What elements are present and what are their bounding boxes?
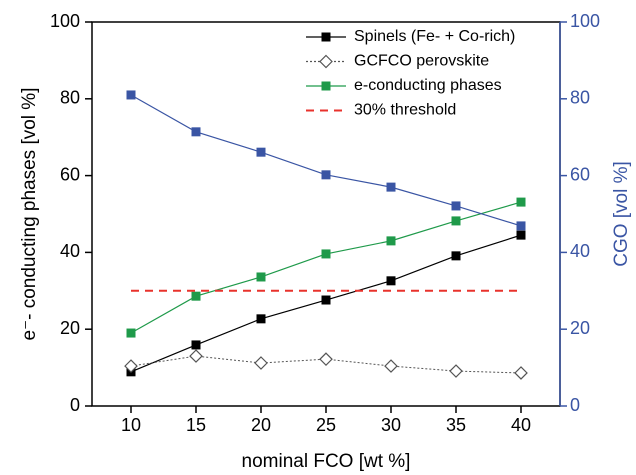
y-tick-label: 100 (50, 11, 80, 31)
marker (321, 249, 331, 259)
marker (189, 349, 203, 363)
y2-tick-label: 0 (570, 395, 580, 415)
legend-entry: 30% threshold (306, 102, 456, 119)
legend-label: e-conducting phases (354, 77, 502, 94)
legend-label: GCFCO perovskite (354, 53, 489, 70)
legend-entry: Spinels (Fe- + Co-rich) (306, 28, 515, 45)
y-axis-title: e⁻- conducting phases [vol %] (19, 88, 40, 341)
marker (191, 127, 201, 137)
x-axis-title: nominal FCO [wt %] (242, 451, 411, 472)
marker (516, 221, 526, 231)
y2-tick-label: 80 (570, 88, 590, 108)
legend-entry: e-conducting phases (306, 77, 502, 94)
legend-marker (321, 81, 331, 91)
legend-label: 30% threshold (354, 102, 456, 119)
x-tick-label: 30 (381, 415, 401, 435)
y2-tick-label: 20 (570, 318, 590, 338)
marker (516, 197, 526, 207)
x-tick-label: 20 (251, 415, 271, 435)
marker (191, 340, 201, 350)
marker (449, 364, 463, 378)
marker (384, 359, 398, 373)
marker (451, 251, 461, 261)
marker (254, 356, 268, 370)
marker (319, 352, 333, 367)
y2-tick-label: 100 (570, 11, 600, 31)
y-tick-label: 20 (60, 318, 80, 338)
marker (124, 359, 138, 373)
marker (321, 295, 331, 305)
legend-marker (319, 54, 333, 69)
marker (191, 291, 201, 301)
legend-entry: GCFCO perovskite (306, 53, 489, 70)
series-line (130, 94, 522, 227)
y2-tick-label: 40 (570, 241, 590, 261)
marker (386, 276, 396, 286)
marker (386, 182, 396, 192)
marker (451, 201, 461, 211)
marker (126, 328, 136, 338)
marker (126, 90, 136, 100)
marker (256, 272, 266, 282)
y-tick-label: 0 (70, 395, 80, 415)
legend-label: Spinels (Fe- + Co-rich) (354, 28, 515, 45)
x-tick-label: 15 (186, 415, 206, 435)
x-tick-label: 25 (316, 415, 336, 435)
y-tick-label: 60 (60, 164, 80, 184)
marker (516, 230, 526, 240)
x-tick-label: 35 (446, 415, 466, 435)
legend-marker (321, 32, 331, 42)
y-tick-label: 80 (60, 88, 80, 108)
marker (386, 236, 396, 246)
marker (256, 314, 266, 324)
marker (256, 147, 266, 157)
series-line (130, 201, 522, 334)
y-tick-label: 40 (60, 241, 80, 261)
x-tick-label: 40 (511, 415, 531, 435)
marker (321, 170, 331, 180)
y2-tick-label: 60 (570, 164, 590, 184)
marker (514, 366, 528, 380)
marker (451, 216, 461, 226)
y2-axis-title: CGO [vol %] (611, 161, 632, 267)
x-tick-label: 10 (121, 415, 141, 435)
